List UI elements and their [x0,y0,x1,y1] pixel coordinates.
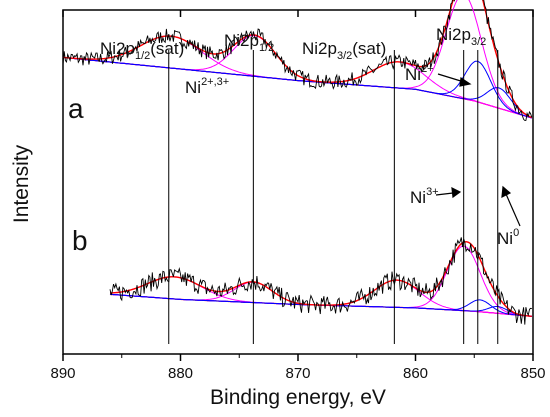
component-peak-a-5 [62,56,532,118]
species-label-ni23: Ni2+,3+ [185,76,229,97]
raw-spectrum-b [109,237,532,325]
panel-label-b: b [72,225,88,256]
arrow-ni2 [437,73,472,87]
species-label-ni2: Ni2+ [405,63,434,84]
x-tick-label: 870 [285,365,310,382]
component-peak-a-2 [62,56,532,119]
peak-label-ni2p12-sat: Ni2p1/2(sat) [100,39,184,62]
y-axis-title: Intensity [10,144,33,223]
species-label-ni0: Ni0 [497,227,519,248]
raw-spectrum-a [62,0,533,121]
arrow-ni3 [435,186,462,199]
arrow-ni0 [501,185,521,227]
panel-label-a: a [68,93,84,124]
peak-label-ni2p32: Ni2p3/2 [436,25,486,48]
reference-lines [168,50,499,344]
peak-label-ni2p12: Ni2p1/2 [224,31,274,54]
peak-label-ni2p32-sat: Ni2p3/2(sat) [302,39,386,62]
x-tick-label: 850 [520,365,545,382]
species-label-ni3: Ni3+ [410,186,439,207]
x-tick-label: 860 [403,365,428,382]
curves-group [62,0,533,325]
x-tick-label: 880 [168,365,193,382]
x-axis-title: Binding energy, eV [210,386,386,409]
component-peak-a-4 [62,56,532,119]
envelope-a [62,0,533,119]
component-peak-a-3 [62,0,532,119]
x-ticks: 890 880 870 860 850 [50,10,546,382]
x-tick-label: 890 [50,365,75,382]
background-line-a [62,56,532,119]
